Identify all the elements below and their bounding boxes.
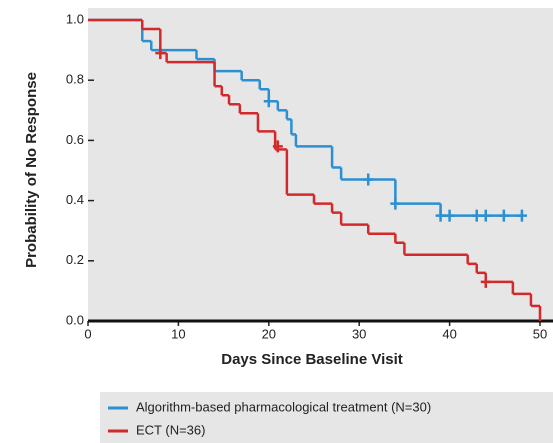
- y-axis-title: Probability of No Response: [23, 72, 40, 268]
- y-tick-label: 1.0: [66, 11, 84, 26]
- x-tick-label: 40: [442, 326, 456, 341]
- censor-mark: [263, 95, 274, 108]
- censor-mark: [272, 140, 283, 153]
- y-tick-label: 0.8: [66, 72, 84, 87]
- censor-mark: [390, 197, 401, 210]
- y-tick-label: 0.2: [66, 252, 84, 267]
- x-tick-label: 50: [533, 326, 547, 341]
- legend-label: ECT (N=36): [136, 422, 205, 437]
- censor-mark: [435, 209, 446, 222]
- x-tick-label: 0: [84, 326, 91, 341]
- censor-mark: [498, 209, 509, 222]
- censor-mark: [471, 209, 482, 222]
- x-axis-title: Days Since Baseline Visit: [221, 351, 403, 368]
- censor-mark: [480, 275, 491, 288]
- y-tick-label: 0.0: [66, 312, 84, 327]
- legend-background: [100, 392, 553, 443]
- censor-mark: [363, 173, 374, 186]
- plot-background: [88, 8, 553, 322]
- censor-mark: [480, 209, 491, 222]
- x-tick-label: 30: [352, 326, 366, 341]
- legend-label: Algorithm-based pharmacological treatmen…: [136, 399, 431, 414]
- x-tick-label: 10: [171, 326, 185, 341]
- y-tick-label: 0.6: [66, 132, 84, 147]
- censor-mark: [155, 47, 166, 60]
- x-tick-label: 20: [262, 326, 276, 341]
- censor-mark: [516, 209, 527, 222]
- y-tick-label: 0.4: [66, 192, 84, 207]
- censor-mark: [444, 209, 455, 222]
